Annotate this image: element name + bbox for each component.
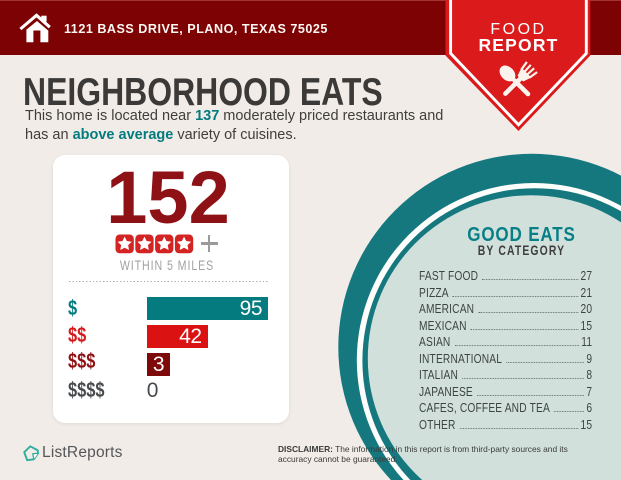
svg-text:REPORT: REPORT — [478, 35, 558, 55]
svg-text:FOOD: FOOD — [490, 21, 546, 38]
